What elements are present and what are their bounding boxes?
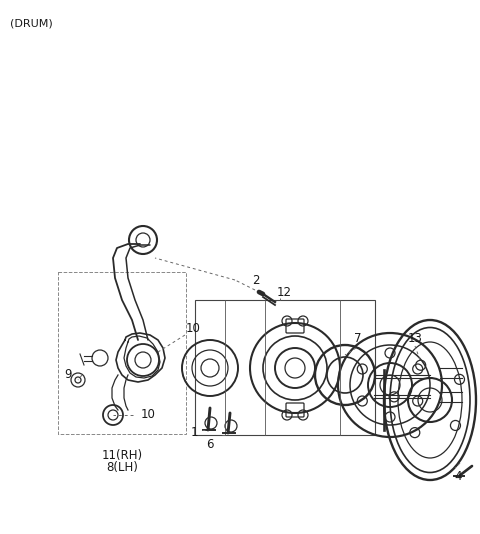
- Text: 8(LH): 8(LH): [106, 461, 138, 475]
- Text: 10: 10: [186, 321, 201, 334]
- Text: 7: 7: [354, 332, 362, 344]
- Text: (DRUM): (DRUM): [10, 18, 53, 28]
- Text: 9: 9: [64, 368, 72, 381]
- Text: 6: 6: [206, 437, 214, 451]
- Text: 1: 1: [190, 426, 198, 438]
- Text: 12: 12: [276, 286, 291, 299]
- Bar: [58, 272, 186, 434]
- Bar: [195, 300, 375, 435]
- Text: 2: 2: [252, 274, 260, 287]
- Text: 11(RH): 11(RH): [101, 449, 143, 461]
- Text: 13: 13: [408, 332, 422, 344]
- Text: 10: 10: [141, 409, 156, 421]
- Text: 4: 4: [454, 469, 462, 483]
